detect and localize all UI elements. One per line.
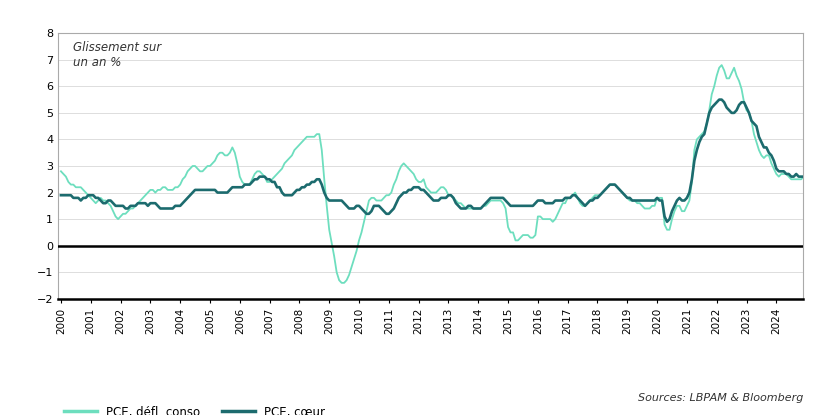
Text: Glissement sur
un an %: Glissement sur un an %	[73, 41, 161, 69]
Legend: PCE, défl. conso., PCE, cœur: PCE, défl. conso., PCE, cœur	[64, 405, 325, 415]
Text: Sources: LBPAM & Bloomberg: Sources: LBPAM & Bloomberg	[637, 393, 802, 403]
